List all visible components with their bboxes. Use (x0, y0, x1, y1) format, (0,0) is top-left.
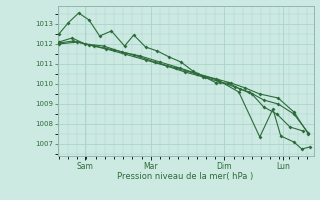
X-axis label: Pression niveau de la mer( hPa ): Pression niveau de la mer( hPa ) (117, 172, 254, 181)
